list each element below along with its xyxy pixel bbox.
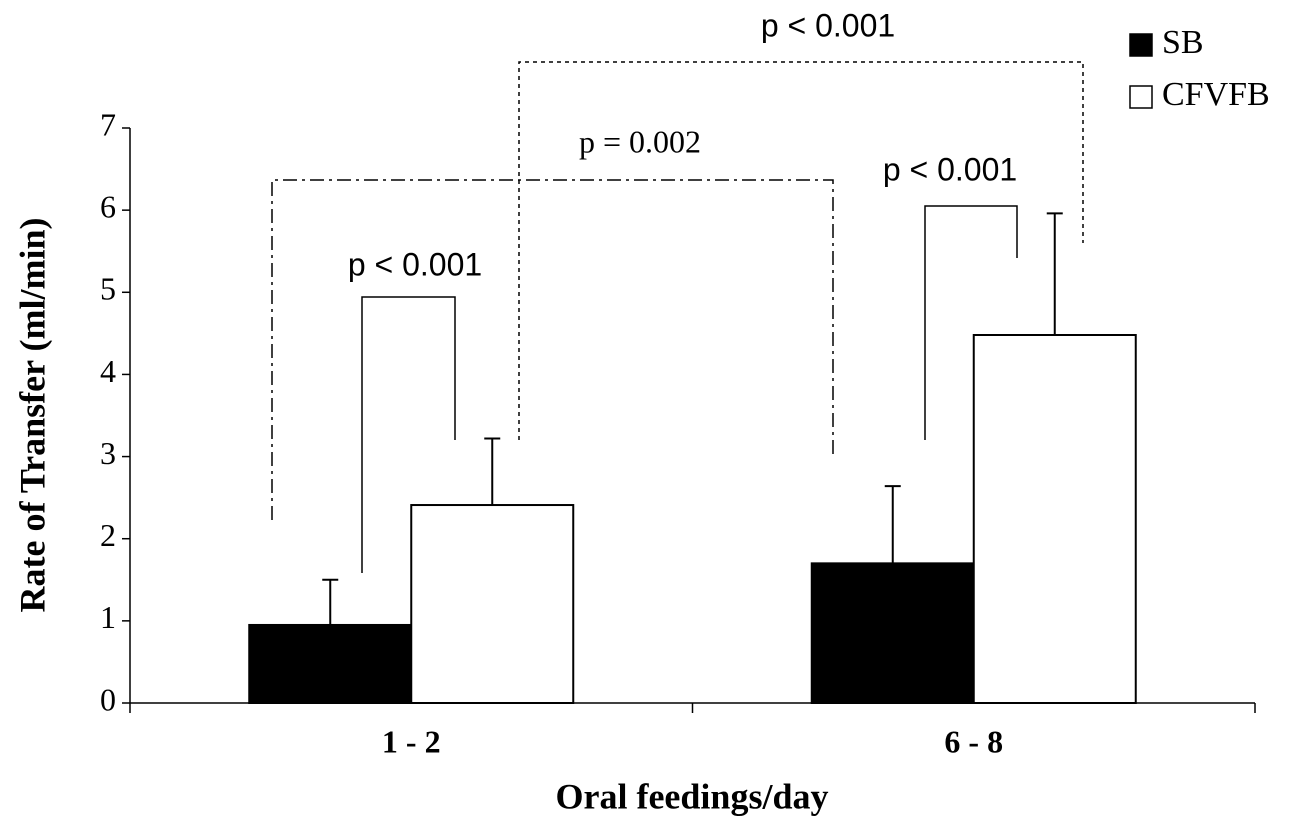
legend-label: SB [1162, 24, 1204, 61]
bar [248, 623, 413, 705]
bar [810, 562, 975, 704]
significance-bracket [271, 179, 834, 520]
legend-swatch [1129, 85, 1153, 109]
x-tick-label: 1 - 2 [382, 723, 441, 759]
legend-label: CFVFB [1162, 76, 1270, 113]
x-axis-label: Oral feedings/day [555, 776, 828, 816]
significance-bracket [924, 205, 1018, 440]
y-tick-label: 7 [100, 106, 116, 142]
y-tick-label: 6 [100, 188, 116, 224]
legend-swatch [1129, 33, 1153, 57]
y-tick-label: 4 [100, 353, 116, 389]
annotation: p < 0.001 [348, 246, 482, 282]
y-tick-label: 5 [100, 271, 116, 307]
y-tick-label: 1 [100, 599, 116, 635]
y-tick-label: 2 [100, 517, 116, 553]
y-axis-label: Rate of Transfer (ml/min) [12, 218, 52, 613]
significance-bracket [518, 61, 1084, 440]
annotation: p = 0.002 [579, 123, 701, 159]
y-tick-label: 0 [100, 681, 116, 717]
bar [972, 334, 1137, 704]
annotation: p < 0.001 [761, 7, 895, 43]
x-tick-label: 6 - 8 [944, 723, 1003, 759]
annotation: p < 0.001 [883, 151, 1017, 187]
y-tick-label: 3 [100, 435, 116, 471]
bar [410, 504, 575, 704]
significance-bracket [361, 296, 456, 573]
